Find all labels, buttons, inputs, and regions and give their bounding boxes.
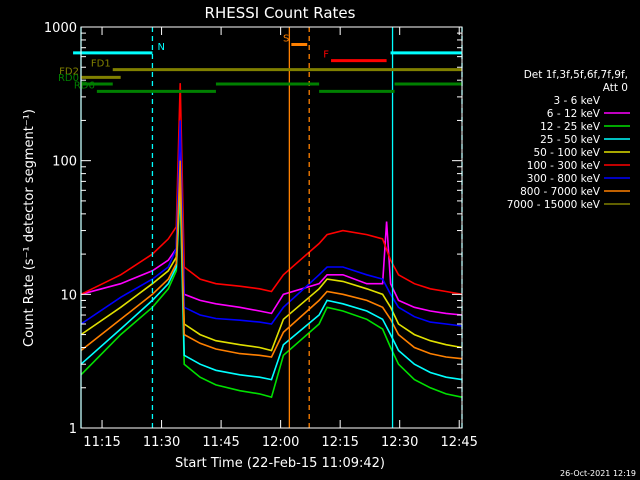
plot-frame bbox=[80, 26, 463, 429]
legend-label-800-7000-kev: 800 - 7000 keV bbox=[520, 186, 601, 198]
x-tick-label: 12:45 bbox=[440, 435, 477, 450]
x-tick-label: 12:30 bbox=[381, 435, 418, 450]
x-tick-label: 11:30 bbox=[143, 435, 180, 450]
y-tick-label: 10 bbox=[60, 288, 77, 303]
series-line-300-800-kev bbox=[80, 120, 463, 327]
annotation-label-fd2: FD2 bbox=[59, 66, 79, 77]
timestamp: 26-Oct-2021 12:19 bbox=[560, 469, 636, 478]
series-line-50-100-kev bbox=[80, 170, 463, 352]
y-tick-label: 1000 bbox=[44, 21, 77, 36]
x-tick-label: 12:15 bbox=[321, 435, 358, 450]
y-tick-label: 100 bbox=[52, 155, 77, 170]
legend-label-7000-15000-kev: 7000 - 15000 keV bbox=[507, 199, 601, 211]
series-line-25-50-kev bbox=[80, 181, 463, 381]
legend-header: Att 0 bbox=[603, 82, 628, 94]
legend-label-6-12-kev: 6 - 12 keV bbox=[547, 108, 601, 120]
series-line-800-7000-kev bbox=[80, 160, 463, 360]
y-axis-ticks: 1 10 100 1000 bbox=[44, 21, 462, 437]
x-axis-ticks: 11:15 11:30 11:45 12:00 12:15 12:30 12:45 bbox=[83, 27, 478, 450]
annotation-label-rd0: RD0 bbox=[58, 73, 79, 84]
legend-label-100-300-kev: 100 - 300 keV bbox=[527, 160, 601, 172]
y-axis-label: Count Rate (s⁻¹ detector segment⁻¹) bbox=[22, 109, 37, 347]
legend-label-12-25-kev: 12 - 25 keV bbox=[540, 121, 601, 133]
series-layer bbox=[80, 83, 463, 402]
series-line-100-300-kev bbox=[80, 83, 463, 296]
chart-title: RHESSI Count Rates bbox=[205, 4, 356, 22]
series-line-12-25-kev bbox=[80, 190, 463, 399]
x-tick-label: 12:00 bbox=[262, 435, 299, 450]
x-axis-label: Start Time (22-Feb-15 11:09:42) bbox=[175, 456, 385, 471]
x-tick-label: 11:45 bbox=[202, 435, 239, 450]
annotation-label-f: F bbox=[323, 50, 329, 61]
legend-label-3-6-kev: 3 - 6 keV bbox=[553, 95, 600, 107]
annotation-label-n: N bbox=[157, 42, 164, 53]
legend-label-50-100-kev: 50 - 100 keV bbox=[533, 147, 600, 159]
legend-header: Det 1f,3f,5f,6f,7f,9f, bbox=[524, 69, 628, 81]
annotation-label-rd6: RD6 bbox=[74, 80, 95, 91]
annotation-label-s: S bbox=[283, 33, 289, 44]
y-tick-label: 1 bbox=[69, 422, 77, 437]
legend-label-300-800-kev: 300 - 800 keV bbox=[527, 173, 601, 185]
series-line-3-6-kev bbox=[80, 206, 463, 402]
x-tick-label: 11:15 bbox=[83, 435, 120, 450]
legend-label-25-50-kev: 25 - 50 keV bbox=[540, 134, 601, 146]
annotation-label-fd1: FD1 bbox=[91, 59, 111, 70]
